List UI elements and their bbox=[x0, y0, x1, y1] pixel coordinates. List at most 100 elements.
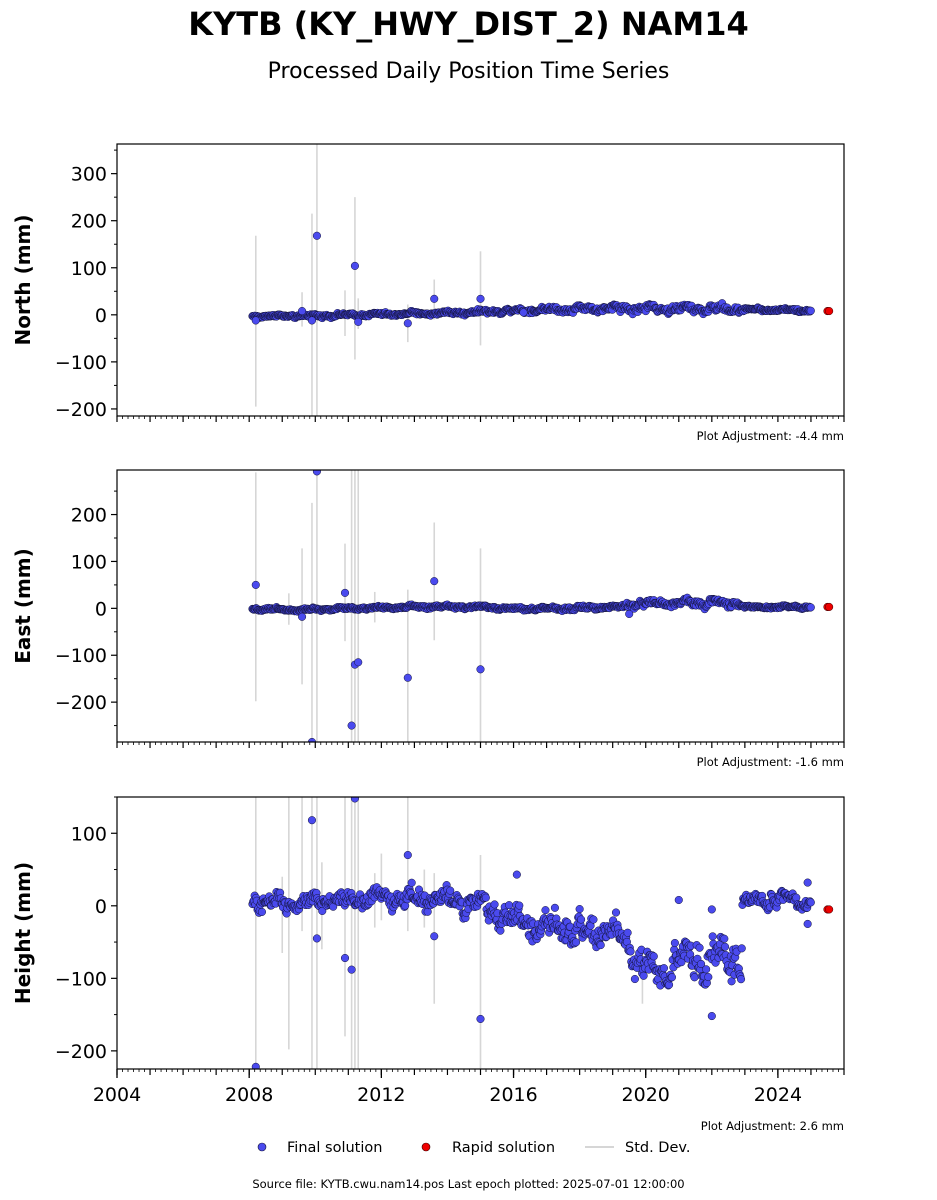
plot-adjustment-note: Plot Adjustment: -4.4 mm bbox=[697, 429, 844, 443]
final-point bbox=[354, 658, 363, 667]
x-tick-label: 2004 bbox=[93, 1084, 141, 1106]
legend-std-label: Std. Dev. bbox=[625, 1140, 690, 1156]
y-tick-label: 100 bbox=[71, 258, 107, 280]
final-point bbox=[596, 941, 605, 950]
final-point bbox=[490, 900, 499, 909]
plot-adjustment-note: Plot Adjustment: -1.6 mm bbox=[697, 755, 844, 769]
final-point bbox=[577, 915, 586, 924]
final-point bbox=[251, 1062, 260, 1069]
final-point bbox=[257, 907, 266, 916]
plot-area bbox=[248, 797, 834, 1069]
final-point bbox=[519, 308, 528, 317]
chart-title: KYTB (KY_HWY_DIST_2) NAM14 bbox=[188, 5, 748, 43]
final-point bbox=[630, 974, 639, 984]
y-tick-label: 0 bbox=[95, 305, 107, 327]
y-tick-label: −200 bbox=[55, 399, 107, 421]
final-point bbox=[476, 665, 485, 674]
y-tick-label: 100 bbox=[71, 551, 107, 573]
final-point bbox=[350, 797, 359, 803]
final-point bbox=[806, 898, 815, 907]
final-point bbox=[707, 1012, 716, 1021]
final-point bbox=[307, 316, 317, 325]
legend: Final solution Rapid solution Std. Dev. bbox=[257, 1140, 690, 1156]
panel-2: −200 −100 0 100 200 East (mm) Plot Adjustment:… bbox=[11, 469, 845, 769]
final-point bbox=[481, 893, 490, 902]
final-point bbox=[350, 261, 359, 270]
plot-area bbox=[248, 470, 834, 742]
final-point bbox=[307, 737, 317, 742]
y-axis-label: East (mm) bbox=[11, 548, 35, 664]
y-tick-label: 200 bbox=[71, 505, 107, 527]
x-tick-label: 2016 bbox=[489, 1084, 537, 1106]
source-note: Source file: KYTB.cwu.nam14.pos Last epo… bbox=[252, 1177, 684, 1191]
y-tick-label: 0 bbox=[95, 598, 107, 620]
final-point bbox=[403, 319, 412, 328]
legend-rapid-label: Rapid solution bbox=[452, 1140, 555, 1156]
final-point bbox=[639, 971, 648, 980]
final-point bbox=[550, 903, 559, 912]
panel-3: −200 −100 0 100 2004 2008 2012 2016 2020 2024 Heig… bbox=[11, 796, 845, 1133]
y-tick-label: −100 bbox=[55, 645, 107, 667]
final-point bbox=[512, 870, 521, 879]
final-point bbox=[702, 965, 711, 974]
y-axis-label: North (mm) bbox=[11, 214, 35, 345]
final-point bbox=[674, 895, 683, 905]
y-tick-label: −200 bbox=[55, 1041, 107, 1063]
final-point bbox=[611, 908, 621, 917]
final-point bbox=[625, 609, 634, 619]
final-point bbox=[340, 588, 350, 597]
y-tick-label: −100 bbox=[55, 968, 107, 990]
rapid-point bbox=[825, 905, 834, 914]
final-point bbox=[430, 294, 439, 303]
plot-adjustment-note: Plot Adjustment: 2.6 mm bbox=[701, 1119, 844, 1133]
final-point bbox=[720, 934, 729, 943]
final-point bbox=[803, 919, 812, 928]
final-point bbox=[403, 673, 412, 682]
x-tick-label: 2012 bbox=[357, 1084, 405, 1106]
final-point bbox=[515, 901, 524, 910]
final-point bbox=[347, 965, 356, 974]
final-point bbox=[505, 901, 514, 910]
y-tick-label: 300 bbox=[71, 164, 107, 186]
y-tick-label: −200 bbox=[55, 692, 107, 714]
final-point bbox=[704, 973, 713, 982]
x-tick-label: 2020 bbox=[622, 1084, 670, 1106]
y-axis-label: Height (mm) bbox=[11, 862, 35, 1004]
final-point bbox=[430, 577, 439, 586]
plot-area bbox=[248, 144, 834, 416]
x-tick-label: 2008 bbox=[225, 1084, 273, 1106]
rapid-point bbox=[825, 602, 834, 611]
legend-rapid-marker bbox=[421, 1142, 431, 1152]
final-point bbox=[667, 973, 677, 982]
final-point bbox=[541, 906, 550, 915]
final-point bbox=[340, 953, 350, 963]
final-point bbox=[649, 952, 658, 961]
final-point bbox=[298, 307, 307, 316]
final-point bbox=[708, 932, 717, 941]
final-point bbox=[403, 850, 412, 860]
y-tick-label: 0 bbox=[95, 896, 107, 918]
final-point bbox=[307, 816, 317, 825]
final-point bbox=[354, 317, 363, 326]
final-point bbox=[670, 938, 679, 948]
final-point bbox=[251, 316, 260, 325]
final-point bbox=[589, 915, 598, 924]
final-point bbox=[803, 878, 812, 887]
final-point bbox=[736, 975, 746, 984]
final-point bbox=[806, 306, 815, 315]
final-point bbox=[806, 603, 815, 612]
legend-final-label: Final solution bbox=[287, 1140, 382, 1156]
panels: −200 −100 0 100 200 300 North (mm) Plot Adjustm… bbox=[11, 143, 845, 1133]
final-point bbox=[575, 905, 584, 914]
final-point bbox=[496, 926, 505, 935]
final-point bbox=[571, 938, 581, 947]
final-point bbox=[312, 470, 321, 476]
rapid-point bbox=[825, 307, 834, 316]
final-point bbox=[659, 964, 669, 973]
final-point bbox=[623, 928, 632, 937]
final-point bbox=[251, 580, 260, 589]
final-point bbox=[407, 878, 416, 887]
chart-subtitle: Processed Daily Position Time Series bbox=[268, 59, 670, 84]
final-point bbox=[298, 612, 307, 621]
legend-final-marker bbox=[257, 1142, 267, 1152]
